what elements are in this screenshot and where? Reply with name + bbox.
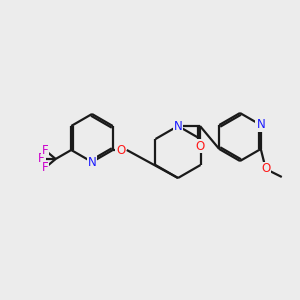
Text: O: O xyxy=(261,163,270,176)
Text: N: N xyxy=(174,119,182,133)
Text: F: F xyxy=(42,161,48,175)
Text: F: F xyxy=(38,152,45,166)
Text: N: N xyxy=(88,155,96,169)
Text: F: F xyxy=(42,143,48,157)
Text: O: O xyxy=(116,143,125,157)
Text: N: N xyxy=(256,118,265,131)
Text: O: O xyxy=(195,140,205,152)
